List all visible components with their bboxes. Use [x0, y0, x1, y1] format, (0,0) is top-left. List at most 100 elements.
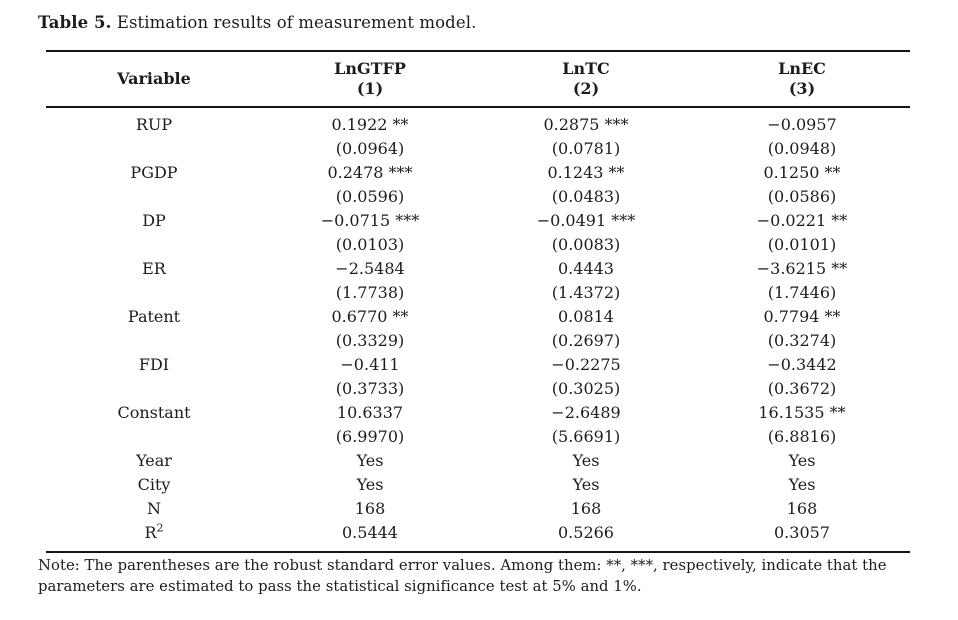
- table-row: N 168 168 168: [46, 497, 910, 521]
- row-cell-lngtfp: 10.6337: [336, 403, 404, 422]
- row-cell-lntc: (1.4372): [551, 283, 621, 302]
- table-note: Note: The parentheses are the robust sta…: [38, 557, 887, 595]
- row-cell-lngtfp: 168: [354, 499, 386, 518]
- row-variable-label: PGDP: [130, 163, 178, 182]
- table-row: (1.7738) (1.4372) (1.7446): [46, 281, 910, 305]
- row-cell-lnec: (0.0586): [767, 187, 837, 206]
- row-cell-lntc: 0.5266: [558, 523, 614, 542]
- row-cell-lntc: (0.3025): [551, 379, 621, 398]
- row-cell-lngtfp: −0.411: [340, 355, 400, 374]
- row-cell-lnec: (6.8816): [767, 427, 837, 446]
- row-variable-label: ER: [142, 259, 166, 278]
- row-cell-lngtfp: (1.7738): [335, 283, 405, 302]
- row-variable-cell: DP: [46, 209, 262, 233]
- row-variable-sup: 2: [156, 521, 164, 535]
- row-cell-lngtfp: −0.0715 ***: [320, 211, 420, 230]
- row-cell-lngtfp: Yes: [356, 475, 384, 494]
- row-variable-cell: PGDP: [46, 161, 262, 185]
- row-cell-lngtfp: 0.1922 **: [331, 115, 409, 134]
- row-cell-lnec: −0.0221 **: [756, 211, 848, 230]
- row-variable-cell: Constant: [46, 401, 262, 425]
- row-cell-lntc: −0.2275: [551, 355, 621, 374]
- row-cell-lngtfp: (0.0964): [335, 139, 405, 158]
- column-header-lngtfp: LnGTFP (1): [262, 52, 478, 106]
- table-row: PGDP 0.2478 *** 0.1243 ** 0.1250 **: [46, 161, 910, 185]
- row-variable-cell: Year: [46, 449, 262, 473]
- column-header-lntc: LnTC (2): [478, 52, 694, 106]
- table-row: DP −0.0715 *** −0.0491 *** −0.0221 **: [46, 209, 910, 233]
- table-header-row: Variable LnGTFP (1) LnTC (2) LnEC (3): [46, 52, 910, 108]
- row-variable-label: DP: [142, 211, 166, 230]
- row-variable-cell: [46, 281, 262, 305]
- row-cell-lntc: 0.1243 **: [547, 163, 625, 182]
- table-row: (6.9970) (5.6691) (6.8816): [46, 425, 910, 449]
- row-cell-lntc: 0.4443: [558, 259, 614, 278]
- table-body: RUP 0.1922 ** 0.2875 *** −0.0957 (0.0964…: [46, 108, 910, 551]
- row-cell-lntc: (0.0083): [551, 235, 621, 254]
- row-variable-label: FDI: [138, 355, 170, 374]
- row-cell-lnec: (0.3672): [767, 379, 837, 398]
- column-header-line2: (1): [356, 79, 384, 98]
- row-cell-lntc: (0.0483): [551, 187, 621, 206]
- table-row: (0.3733) (0.3025) (0.3672): [46, 377, 910, 401]
- table-row: (0.3329) (0.2697) (0.3274): [46, 329, 910, 353]
- row-cell-lntc: −0.0491 ***: [536, 211, 636, 230]
- row-variable-cell: City: [46, 473, 262, 497]
- column-header-line1: Variable: [117, 69, 191, 88]
- table-row: FDI −0.411 −0.2275 −0.3442: [46, 353, 910, 377]
- row-variable-cell: Patent: [46, 305, 262, 329]
- table-caption-label: Table 5.: [38, 13, 112, 32]
- row-cell-lntc: 0.0814: [558, 307, 614, 326]
- row-cell-lnec: Yes: [788, 451, 816, 470]
- row-cell-lngtfp: (6.9970): [335, 427, 405, 446]
- table-row: RUP 0.1922 ** 0.2875 *** −0.0957: [46, 113, 910, 137]
- row-cell-lntc: Yes: [572, 451, 600, 470]
- row-variable-cell: N: [46, 497, 262, 521]
- row-cell-lnec: 0.7794 **: [763, 307, 841, 326]
- column-header-line2: (3): [788, 79, 816, 98]
- row-variable-cell: FDI: [46, 353, 262, 377]
- row-cell-lntc: (0.2697): [551, 331, 621, 350]
- row-cell-lntc: −2.6489: [551, 403, 621, 422]
- row-cell-lnec: 168: [786, 499, 818, 518]
- row-cell-lnec: 16.1535 **: [758, 403, 846, 422]
- row-variable-cell: RUP: [46, 113, 262, 137]
- row-variable-cell: [46, 233, 262, 257]
- row-variable-cell: [46, 137, 262, 161]
- row-cell-lnec: −0.3442: [767, 355, 837, 374]
- row-variable-label: City: [137, 475, 171, 494]
- row-variable-label: Patent: [127, 307, 181, 326]
- row-cell-lntc: 0.2875 ***: [543, 115, 629, 134]
- row-cell-lngtfp: (0.0596): [335, 187, 405, 206]
- table-row: Constant 10.6337 −2.6489 16.1535 **: [46, 401, 910, 425]
- row-variable-cell: [46, 185, 262, 209]
- table-row: (0.0596) (0.0483) (0.0586): [46, 185, 910, 209]
- column-header-lnec: LnEC (3): [694, 52, 910, 106]
- column-header-variable: Variable: [46, 52, 262, 106]
- row-cell-lnec: (0.0948): [767, 139, 837, 158]
- row-variable-label: RUP: [135, 115, 173, 134]
- row-variable-cell: R2: [46, 521, 262, 545]
- row-variable-label: N: [147, 499, 161, 518]
- row-cell-lngtfp: 0.2478 ***: [327, 163, 413, 182]
- row-cell-lnec: −0.0957: [767, 115, 837, 134]
- row-cell-lnec: (1.7446): [767, 283, 837, 302]
- row-variable-cell: [46, 329, 262, 353]
- row-variable-label: R: [144, 523, 157, 542]
- row-cell-lngtfp: −2.5484: [335, 259, 405, 278]
- row-cell-lngtfp: 0.6770 **: [331, 307, 409, 326]
- row-cell-lntc: Yes: [572, 475, 600, 494]
- row-variable-cell: ER: [46, 257, 262, 281]
- paper-page: Table 5. Estimation results of measureme…: [38, 13, 910, 595]
- table-row: City Yes Yes Yes: [46, 473, 910, 497]
- row-cell-lntc: 168: [570, 499, 602, 518]
- row-variable-label: Constant: [117, 403, 191, 422]
- table-row: ER −2.5484 0.4443 −3.6215 **: [46, 257, 910, 281]
- row-cell-lnec: (0.3274): [767, 331, 837, 350]
- table-row: Patent 0.6770 ** 0.0814 0.7794 **: [46, 305, 910, 329]
- row-cell-lngtfp: (0.3329): [335, 331, 405, 350]
- table-row: (0.0103) (0.0083) (0.0101): [46, 233, 910, 257]
- estimation-results-table: Variable LnGTFP (1) LnTC (2) LnEC (3) RU…: [46, 50, 910, 553]
- row-cell-lntc: (0.0781): [551, 139, 621, 158]
- row-cell-lngtfp: 0.5444: [342, 523, 398, 542]
